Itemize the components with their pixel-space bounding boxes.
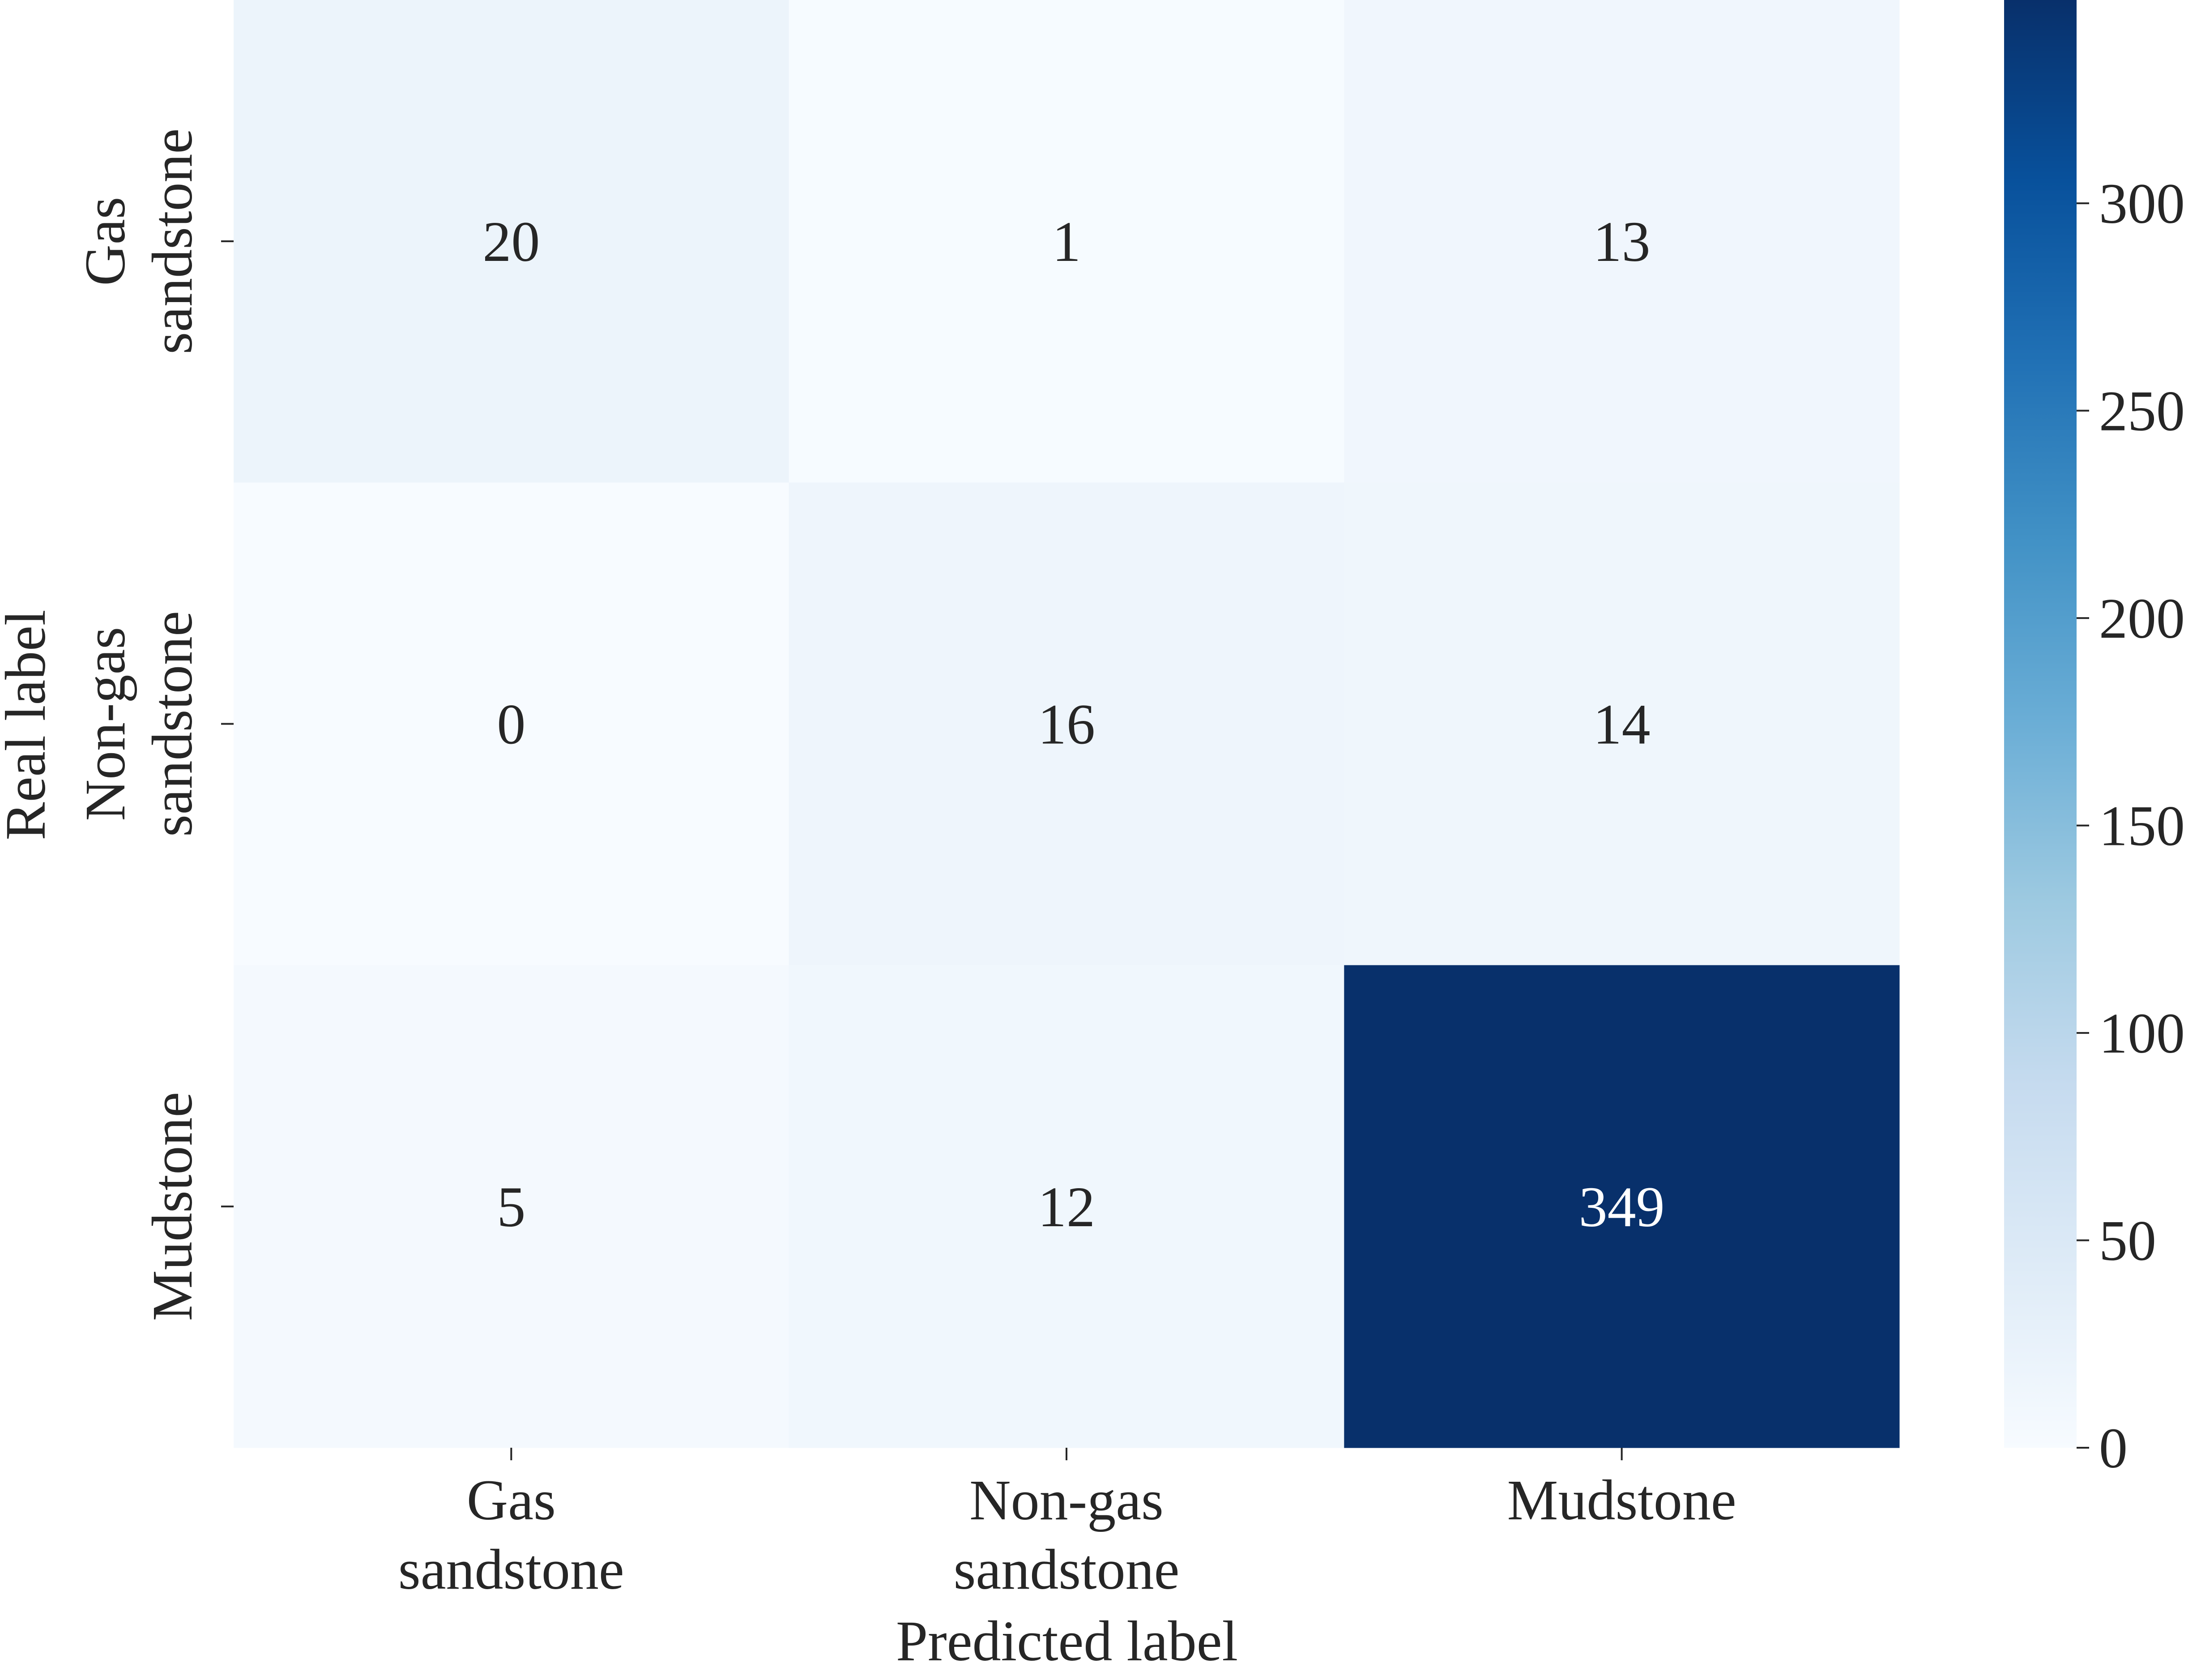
heatmap-cell-r1-c0 [234, 482, 789, 966]
y-tick-label: Non-gas [73, 627, 137, 821]
cell-value-label: 12 [1038, 1175, 1095, 1239]
cell-value-label: 0 [497, 693, 525, 756]
x-tick-label: Non-gas [969, 1468, 1164, 1532]
heatmap-cell-r0-c2 [1344, 0, 1900, 483]
heatmap-cell-r0-c0 [234, 0, 789, 483]
x-tick-label: Gas [467, 1468, 556, 1532]
cell-value-label: 20 [482, 210, 540, 273]
cell-value-label: 349 [1579, 1175, 1665, 1239]
cell-value-label: 1 [1052, 210, 1081, 273]
y-tick-label: Mudstone [141, 1092, 204, 1321]
x-tick-label: sandstone [954, 1538, 1180, 1601]
cell-value-label: 14 [1593, 693, 1651, 756]
colorbar-tick-label: 300 [2099, 172, 2185, 235]
heatmap-cell-r1-c2 [1344, 482, 1900, 966]
y-tick-label: sandstone [141, 128, 204, 354]
heatmap-cell-r2-c1 [789, 965, 1344, 1448]
colorbar-tick-label: 150 [2099, 794, 2185, 858]
colorbar-tick-label: 250 [2099, 379, 2185, 443]
heatmap-cell-r2-c2 [1344, 965, 1900, 1448]
heatmap-cells [234, 0, 1900, 1448]
heatmap-cell-r1-c1 [789, 482, 1344, 966]
colorbar-tick-label: 0 [2099, 1416, 2128, 1480]
y-axis-title: Real label [0, 610, 57, 840]
x-tick-label: sandstone [398, 1538, 624, 1601]
y-tick-label: Gas [73, 197, 137, 286]
heatmap-cell-r2-c0 [234, 965, 789, 1448]
y-tick-label: sandstone [141, 611, 204, 837]
heatmap-cell-labels: 20 1 13 0 16 14 5 12 349 [482, 210, 1664, 1239]
cell-value-label: 13 [1593, 210, 1651, 273]
colorbar-ticks: 0 50 100 150 200 250 300 [2077, 172, 2185, 1480]
colorbar-tick-label: 50 [2099, 1209, 2156, 1273]
colorbar-tick-label: 100 [2099, 1002, 2185, 1065]
colorbar-tick-label: 200 [2099, 587, 2185, 650]
x-tick-label: Mudstone [1507, 1468, 1736, 1532]
cell-value-label: 5 [497, 1175, 525, 1239]
x-axis-title: Predicted label [896, 1609, 1238, 1673]
colorbar: 0 50 100 150 200 250 300 [2004, 0, 2185, 1480]
cell-value-label: 16 [1038, 693, 1095, 756]
colorbar-gradient [2004, 0, 2077, 1448]
heatmap-cell-r0-c1 [789, 0, 1344, 483]
